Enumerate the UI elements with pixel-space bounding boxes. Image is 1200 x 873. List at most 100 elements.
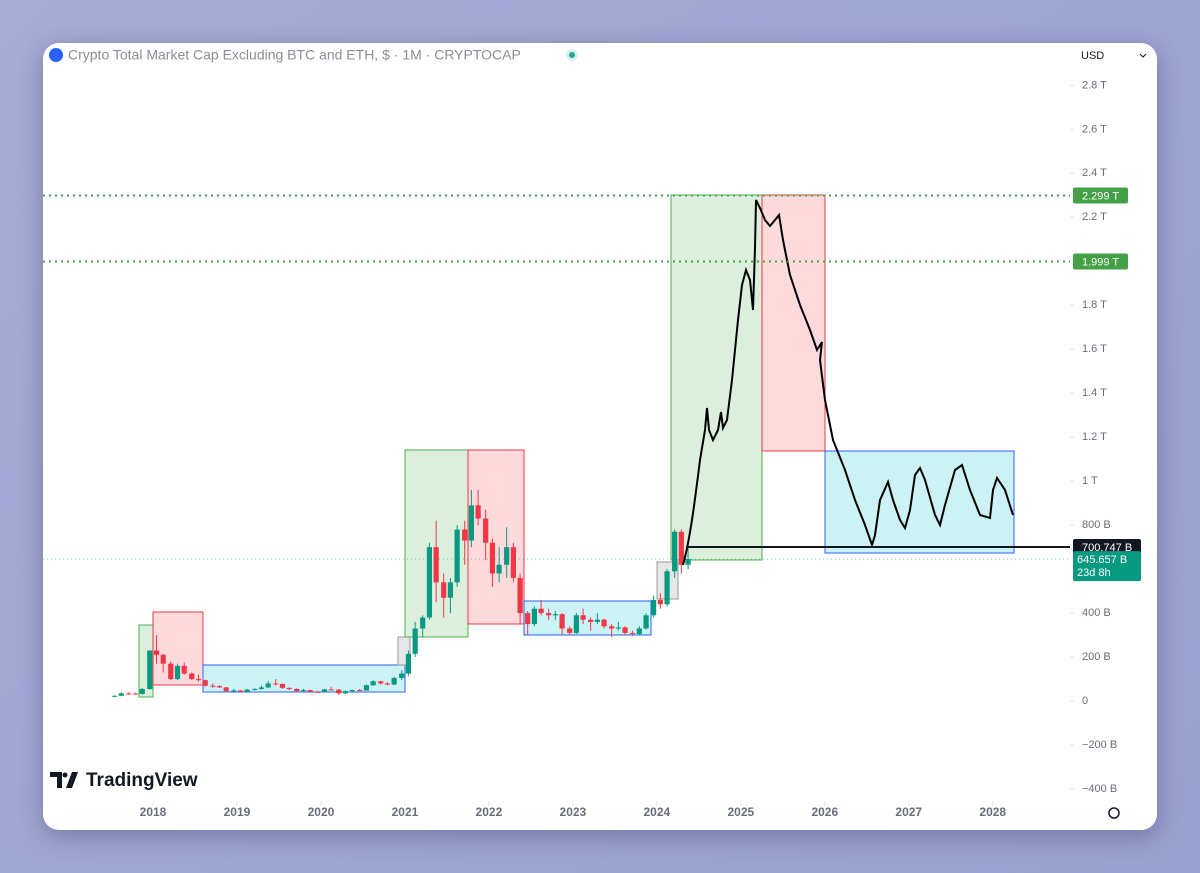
- x-tick-label: 2027: [895, 805, 922, 819]
- candle-body: [279, 683, 286, 688]
- settings-icon[interactable]: [1108, 807, 1120, 819]
- candle-body: [643, 615, 649, 629]
- candle-body: [189, 673, 195, 680]
- x-tick-label: 2018: [140, 805, 167, 819]
- status-dot: [569, 52, 575, 58]
- level-badge: [1073, 187, 1128, 204]
- candle-body: [168, 663, 174, 680]
- chart-title: Crypto Total Market Cap Excluding BTC an…: [68, 47, 521, 63]
- candle-body: [447, 582, 454, 598]
- candle-body: [231, 690, 237, 692]
- candle-body: [412, 628, 418, 654]
- candle-body: [139, 688, 145, 695]
- candle-body: [672, 531, 678, 572]
- candle-body: [588, 619, 594, 622]
- candle-body: [531, 608, 537, 625]
- candle-body: [685, 559, 691, 565]
- candle-body: [615, 627, 621, 629]
- candle-body: [111, 695, 118, 697]
- candle-body: [132, 693, 139, 695]
- x-tick-label: 2021: [392, 805, 419, 819]
- candle-body: [420, 617, 426, 629]
- x-tick-label: 2023: [560, 805, 587, 819]
- y-tick-label: 2.2 T: [1082, 211, 1107, 223]
- candle-body: [609, 626, 615, 629]
- candle-body: [636, 628, 642, 634]
- candle-body: [441, 582, 447, 598]
- rect-drawing: [824, 450, 1015, 554]
- candle-body: [378, 681, 384, 684]
- candle-body: [510, 547, 516, 578]
- chart-card: [43, 43, 1157, 830]
- candle-body: [370, 681, 376, 686]
- candle-body: [321, 689, 328, 693]
- candle-body: [678, 531, 684, 565]
- candle-body: [294, 688, 300, 692]
- candle-body: [265, 683, 271, 688]
- candle-body: [601, 619, 607, 627]
- y-tick-label: 1.4 T: [1082, 387, 1107, 399]
- level-label: 2.299 T: [1082, 190, 1119, 202]
- candle-body: [580, 615, 586, 620]
- candle-body: [517, 577, 523, 614]
- candle-body: [657, 599, 663, 605]
- rect-drawing: [202, 664, 406, 693]
- candle-body: [525, 613, 531, 625]
- candle-body: [210, 685, 216, 687]
- candle-body: [336, 689, 342, 694]
- candle-body: [489, 542, 495, 574]
- y-tick-label: 0: [1082, 695, 1088, 707]
- candle-body: [258, 687, 265, 689]
- candle-body: [300, 690, 307, 692]
- candle-body: [664, 571, 670, 605]
- candle-body: [426, 547, 433, 618]
- y-tick-label: 400 B: [1082, 607, 1111, 619]
- currency-box[interactable]: [1073, 45, 1151, 66]
- y-tick-label: 1.6 T: [1082, 343, 1107, 355]
- candle-body: [349, 690, 355, 692]
- freehand-drawing: [682, 199, 1014, 566]
- candle-body: [454, 529, 460, 583]
- y-tick-label: 800 B: [1082, 519, 1111, 531]
- y-tick-label: 2.4 T: [1082, 167, 1107, 179]
- candle-body: [405, 653, 412, 674]
- countdown: 23d 8h: [1077, 567, 1111, 579]
- rect-drawing: [523, 600, 652, 636]
- candle-body: [328, 689, 334, 691]
- symbol-icon: [49, 48, 63, 62]
- y-tick-label: −200 B: [1082, 739, 1117, 751]
- candle-body: [315, 691, 321, 693]
- currency[interactable]: USD: [1081, 50, 1104, 62]
- candle-body: [118, 693, 124, 696]
- candle-body: [475, 505, 481, 519]
- drawn-line-label: 700.747 B: [1082, 542, 1132, 554]
- level-badge: [1073, 253, 1128, 270]
- candle-body: [483, 518, 489, 543]
- candle-body: [286, 687, 292, 689]
- candle-body: [160, 654, 166, 664]
- candle-body: [195, 679, 202, 681]
- candle-body: [559, 614, 565, 629]
- candle-body: [567, 628, 573, 633]
- rect-drawing: [670, 194, 763, 561]
- candle-body: [651, 599, 657, 616]
- candle-body: [552, 614, 558, 616]
- y-tick-label: −400 B: [1082, 783, 1117, 795]
- dropdown-arrow[interactable]: [1139, 53, 1147, 58]
- candle-body: [216, 686, 223, 688]
- candle-body: [384, 683, 391, 685]
- y-tick-label: 2.6 T: [1082, 123, 1107, 135]
- y-tick-label: 2.8 T: [1082, 79, 1107, 91]
- x-tick-label: 2019: [224, 805, 251, 819]
- candle-body: [399, 673, 405, 678]
- candle-body: [307, 690, 313, 692]
- drawn-line-badge: [1073, 538, 1141, 555]
- y-tick-label: 1 T: [1082, 475, 1098, 487]
- candle-body: [504, 547, 510, 565]
- y-tick-label: 1.2 T: [1082, 431, 1107, 443]
- candle-body: [223, 687, 229, 692]
- last-price-badge: [1073, 551, 1141, 582]
- candle-body: [538, 608, 544, 614]
